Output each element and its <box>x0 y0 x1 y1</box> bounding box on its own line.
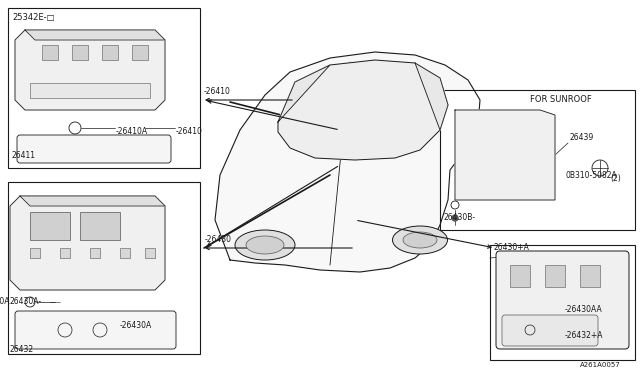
Text: -26430AA: -26430AA <box>565 305 603 314</box>
Polygon shape <box>415 63 448 130</box>
Text: FOR SUNROOF: FOR SUNROOF <box>530 95 592 104</box>
Text: A261A0057: A261A0057 <box>580 362 621 368</box>
Text: (2): (2) <box>610 173 621 183</box>
Bar <box>8 8 200 168</box>
Polygon shape <box>278 65 330 122</box>
Text: -26410A: -26410A <box>116 126 148 135</box>
Text: -26410: -26410 <box>176 126 203 135</box>
Text: 0B310-5082A: 0B310-5082A <box>565 170 617 180</box>
Circle shape <box>452 215 458 221</box>
Polygon shape <box>25 30 165 40</box>
Ellipse shape <box>392 226 447 254</box>
Text: 26439: 26439 <box>570 134 595 142</box>
FancyBboxPatch shape <box>502 315 598 346</box>
Text: 26432: 26432 <box>10 346 34 355</box>
Polygon shape <box>15 30 165 110</box>
Ellipse shape <box>403 232 437 248</box>
Text: -26410: -26410 <box>204 87 231 96</box>
Bar <box>145 248 155 258</box>
Ellipse shape <box>246 236 284 254</box>
Text: 26430A: 26430A <box>0 298 10 307</box>
Bar <box>580 265 600 287</box>
Text: 26430A-: 26430A- <box>10 298 42 307</box>
Polygon shape <box>455 110 555 200</box>
FancyBboxPatch shape <box>496 251 629 349</box>
Bar <box>440 90 635 230</box>
Bar <box>132 45 148 60</box>
Text: 26411: 26411 <box>12 151 36 160</box>
Polygon shape <box>20 196 165 206</box>
Polygon shape <box>278 60 448 160</box>
Bar <box>510 265 530 287</box>
FancyBboxPatch shape <box>17 135 171 163</box>
Bar <box>42 45 58 60</box>
Text: 26430+A: 26430+A <box>493 243 529 252</box>
Bar <box>72 45 88 60</box>
FancyBboxPatch shape <box>15 311 176 349</box>
Bar <box>30 212 70 240</box>
Ellipse shape <box>235 230 295 260</box>
Polygon shape <box>215 52 480 272</box>
Text: -26432+A: -26432+A <box>565 330 604 340</box>
Bar <box>30 83 150 98</box>
Bar <box>120 248 130 258</box>
Bar <box>102 45 118 60</box>
Bar <box>60 248 70 258</box>
Text: 25342E-□: 25342E-□ <box>12 13 54 22</box>
Bar <box>90 248 100 258</box>
Text: -26430A: -26430A <box>120 321 152 330</box>
Bar <box>545 265 565 287</box>
Text: 26430B-: 26430B- <box>443 214 475 222</box>
Bar <box>490 245 635 360</box>
Polygon shape <box>10 196 165 290</box>
Text: -26430: -26430 <box>205 235 232 244</box>
Bar <box>8 182 200 354</box>
Bar <box>30 248 40 258</box>
Bar <box>80 212 120 240</box>
